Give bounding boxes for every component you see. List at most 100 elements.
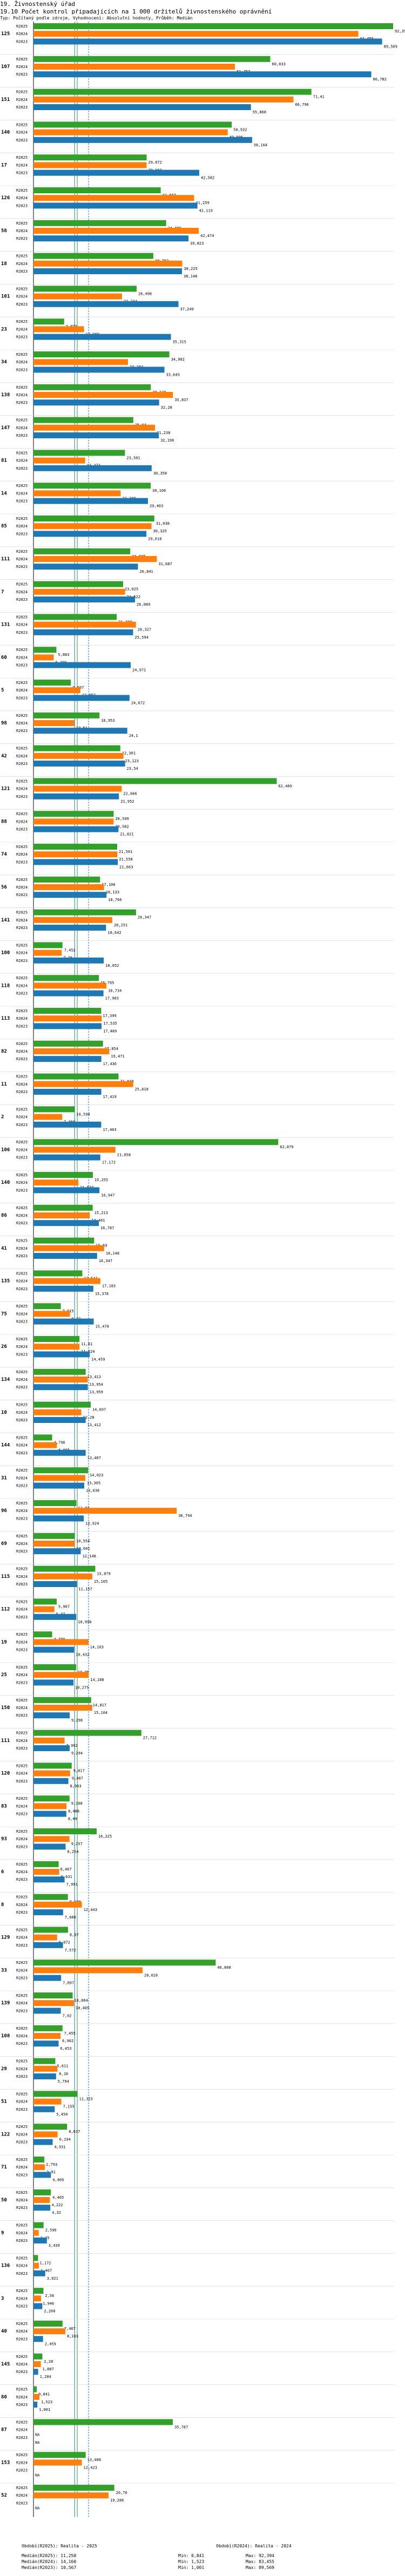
bar (33, 1975, 62, 1981)
bar (33, 2452, 86, 2458)
category-label: 18 (1, 261, 7, 267)
series-label: R2025 (16, 1075, 28, 1079)
data-label: 86,782 (373, 77, 387, 82)
bar (33, 1778, 69, 1784)
bar (33, 2065, 58, 2072)
series-label: R2023 (16, 1418, 28, 1422)
data-label: 4,32 (52, 2211, 61, 2215)
bar (33, 71, 372, 78)
min-r2025: Min: 0,841 (178, 2553, 205, 2558)
category-label: 58 (1, 228, 7, 234)
bar (33, 1631, 52, 1638)
data-label: 9,294 (71, 1751, 83, 1755)
bar (33, 137, 252, 143)
series-label: R2024 (16, 1181, 28, 1185)
category-label: 26 (1, 1344, 7, 1350)
series-label: R2023 (16, 1352, 28, 1357)
series-label: R2023 (16, 2337, 28, 2341)
data-label: 35,837 (174, 398, 188, 402)
data-label: 60,833 (272, 62, 286, 66)
series-label: R2025 (16, 779, 28, 783)
series-label: R2024 (16, 1016, 28, 1021)
data-label: 17,403 (103, 1128, 116, 1132)
legend-r2024: Období(R2024): Realita - 2024 (216, 2544, 292, 2548)
data-label: 28,026 (144, 1973, 158, 1977)
category-label: 106 (1, 1147, 10, 1153)
bar (33, 687, 80, 694)
bar (33, 1048, 110, 1054)
data-label: 4,465 (52, 2195, 64, 2200)
series-label: R2025 (16, 155, 28, 160)
series-label: R2023 (16, 532, 28, 536)
series-label: R2025 (16, 812, 28, 816)
bar (33, 318, 64, 325)
series-label: R2024 (16, 1279, 28, 1284)
data-label: 29,403 (150, 504, 163, 509)
category-label: 141 (1, 918, 10, 923)
series-label: R2025 (16, 2486, 28, 2490)
category-label: 52 (1, 2493, 7, 2498)
series-label: R2024 (16, 2362, 28, 2367)
bar (33, 220, 166, 226)
series-label: R2025 (16, 1403, 28, 1407)
category-label: 31 (1, 1475, 7, 1481)
series-label: R2024 (16, 1082, 28, 1087)
data-label: 7,097 (63, 1981, 74, 1985)
data-label: 17,854 (105, 1047, 118, 1051)
bar (33, 1253, 97, 1259)
series-label: R2024 (16, 1739, 28, 1743)
series-label: R2023 (16, 860, 28, 864)
data-label: 13,407 (87, 1456, 101, 1460)
series-label: R2023 (16, 302, 28, 307)
data-label: 29,018 (148, 537, 161, 541)
data-label: 5,967 (58, 1604, 70, 1609)
series-label: R2023 (16, 2140, 28, 2145)
bar (33, 1646, 75, 1653)
series-label: R2025 (16, 550, 28, 554)
data-label: 17,419 (103, 1095, 117, 1099)
category-label: 69 (1, 1541, 7, 1547)
series-label: R2024 (16, 32, 28, 36)
bar (33, 1303, 61, 1310)
category-label: 88 (1, 819, 7, 824)
bar (33, 2000, 75, 2006)
median-r2024: Medián(R2024): 14,160 (22, 2559, 77, 2564)
series-label: R2025 (16, 90, 28, 94)
series-label: R2023 (16, 2042, 28, 2046)
bar (33, 2164, 45, 2171)
data-label: 8,87 (70, 1933, 79, 1937)
series-label: R2024 (16, 2001, 28, 2005)
bar (33, 1040, 103, 1047)
data-label: 35,787 (174, 2425, 188, 2429)
data-label: 38,225 (184, 267, 198, 271)
bar (33, 1220, 99, 1226)
data-label: 92,394 (395, 29, 405, 33)
bar (33, 450, 125, 456)
bar (33, 1508, 177, 1514)
series-label: R2025 (16, 1173, 28, 1177)
data-label: 8,486 (68, 1809, 79, 1813)
category-label: 121 (1, 787, 10, 792)
data-label: 7,452 (64, 948, 76, 952)
series-label: R2023 (16, 663, 28, 668)
series-label: R2025 (16, 1435, 28, 1440)
category-label: 146 (1, 130, 10, 135)
bar (33, 1081, 133, 1087)
bar (33, 31, 359, 37)
bar (33, 564, 138, 570)
series-label: R2024 (16, 655, 28, 660)
bar (33, 1894, 68, 1900)
series-label: R2024 (16, 590, 28, 594)
series-label: R2024 (16, 1772, 28, 1776)
data-label: 18,766 (108, 898, 122, 902)
bar (33, 2303, 43, 2309)
series-label: R2023 (16, 1582, 28, 1587)
bar (33, 129, 228, 135)
data-label: 15,255 (94, 1178, 108, 1182)
data-label: 21,952 (120, 799, 134, 804)
series-label: R2023 (16, 2272, 28, 2276)
data-label: 12,28 (83, 1415, 94, 1420)
bar (33, 2288, 44, 2294)
bar (33, 728, 127, 734)
